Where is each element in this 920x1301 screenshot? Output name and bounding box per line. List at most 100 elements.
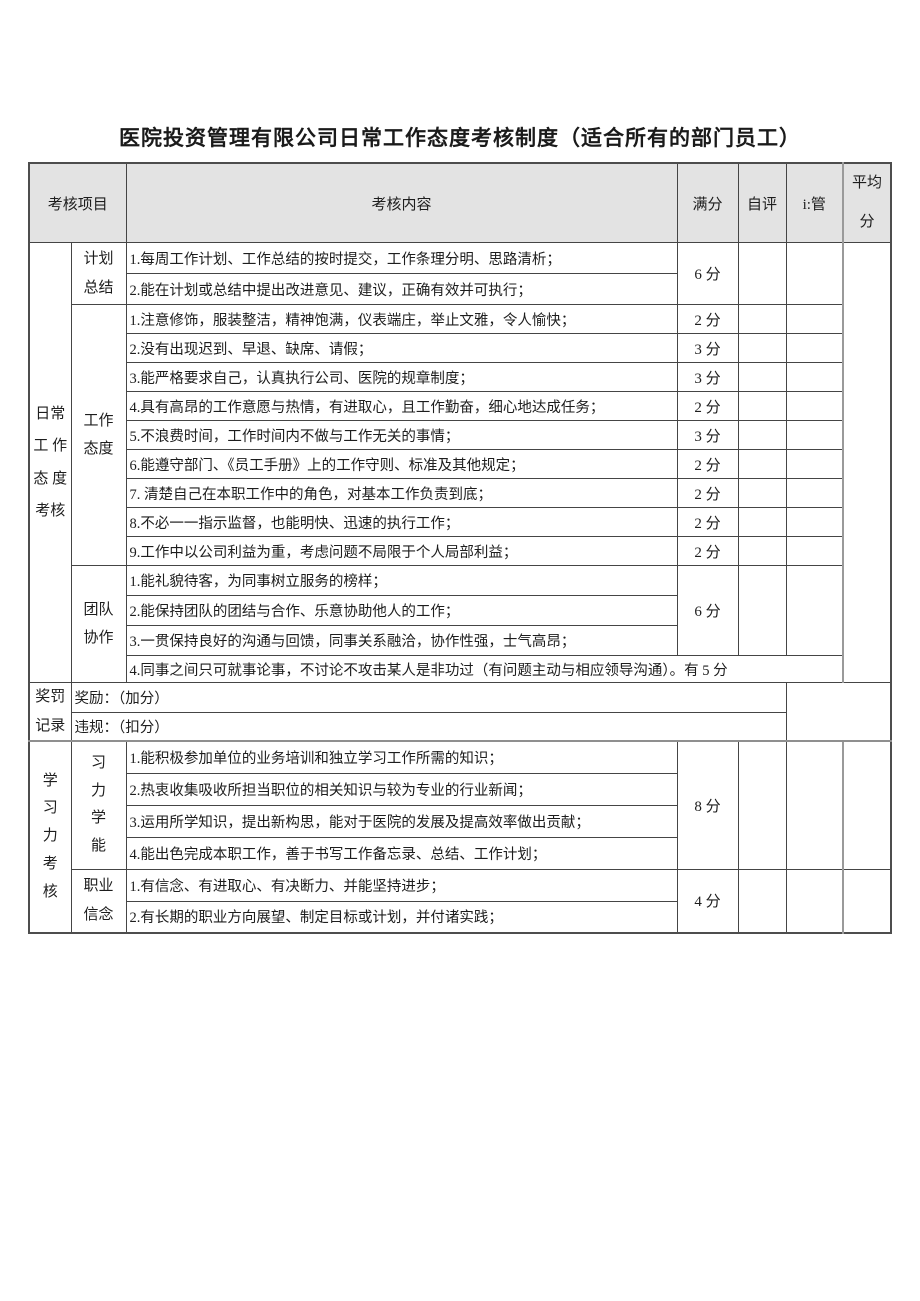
supervisor-cell [785,420,844,450]
table-row: 7. 清楚自己在本职工作中的角色，对基本工作负责到底； 2 分 [29,478,891,508]
content-cell: 1.注意修饰，服装整洁，精神饱满，仪表端庄，举止文雅，令人愉快； [125,304,678,334]
header-assess-item: 考核项目 [28,162,127,243]
table-row: 6.能遵守部门、《员工手册》上的工作守则、标准及其他规定； 2 分 [29,449,891,479]
content-cell: 2.有长期的职业方向展望、制定目标或计划，并付诸实践； [125,900,678,934]
average-score-cell [842,740,892,870]
subcategory-plan-summary: 计划 总结 [70,242,127,305]
content-cell: 3.一贯保持良好的沟通与回馈，同事关系融洽，协作性强，士气高昂； [125,625,678,656]
header-full-score: 满分 [676,162,739,243]
category-learning-assessment: 学 习 力 考 核 [28,740,72,934]
full-score-cell: 2 分 [676,449,739,479]
header-assess-content: 考核内容 [125,162,678,243]
content-cell: 4.具有高昂的工作意愿与热情，有进取心，且工作勤奋，细心地达成任务； [125,391,678,421]
supervisor-cell [785,391,844,421]
self-eval-cell [737,304,787,334]
table-row: 2.有长期的职业方向展望、制定目标或计划，并付诸实践； [29,900,891,934]
supervisor-cell [785,362,844,392]
self-eval-cell [737,333,787,363]
content-cell: 1.能礼貌待客，为同事树立服务的榜样； [125,565,678,596]
full-score-cell: 2 分 [676,391,739,421]
self-eval-cell [737,507,787,537]
table-row: 4.能出色完成本职工作，善于书写工作备忘录、总结、工作计划； [29,836,891,870]
table-row: 4.具有高昂的工作意愿与热情，有进取心，且工作勤奋，细心地达成任务； 2 分 [29,391,891,421]
full-score-cell: 3 分 [676,362,739,392]
assessment-table: 考核项目 考核内容 满分 自评 i:管 平均 分 日常 工 作 态 度 考核 计… [28,162,893,934]
table-row: 9.工作中以公司利益为重，考虑问题不局限于个人局部利益； 2 分 [29,536,891,566]
self-eval-cell [737,362,787,392]
self-eval-cell [737,740,787,870]
header-self-eval: 自评 [737,162,787,243]
table-row: 违规：（扣分） [29,711,891,742]
content-cell: 1.能积极参加单位的业务培训和独立学习工作所需的知识； [125,740,678,774]
table-row: 工作 态度 1.注意修饰，服装整洁，精神饱满，仪表端庄，举止文雅，令人愉快； 2… [29,304,891,566]
subcategory-work-attitude: 工作 态度 [70,304,127,566]
self-eval-cell [737,565,787,656]
table-row: 奖罚 记录 奖励：（加分） [28,682,891,742]
self-eval-cell [737,868,787,934]
full-score-cell: 2 分 [676,478,739,508]
table-row: 8.不必一一指示监督，也能明快、迅速的执行工作； 2 分 [29,507,891,537]
full-score-cell: 2 分 [676,507,739,537]
self-eval-cell [737,391,787,421]
full-score-cell: 3 分 [676,333,739,363]
subcategory-teamwork: 团队 协作 [70,565,127,683]
full-score-cell: 6 分 [676,565,739,656]
content-cell: 6.能遵守部门、《员工手册》上的工作守则、标准及其他规定； [125,449,678,479]
content-cell: 1.每周工作计划、工作总结的按时提交，工作条理分明、思路清析； [125,242,678,274]
content-cell: 违规：（扣分） [70,711,787,742]
self-eval-cell [737,420,787,450]
supervisor-cell [785,304,844,334]
content-cell: 奖励：（加分） [70,682,787,713]
supervisor-cell [785,868,844,934]
table-row: 2.没有出现迟到、早退、缺席、请假； 3 分 [29,333,891,363]
self-eval-cell [737,536,787,566]
full-score-cell: 2 分 [676,304,739,334]
content-cell: 2.能保持团队的团结与合作、乐意协助他人的工作； [125,595,678,626]
subcategory-career-belief: 职业 信念 [70,868,127,934]
full-score-cell: 3 分 [676,420,739,450]
table-row: 3.能严格要求自己，认真执行公司、医院的规章制度； 3 分 [29,362,891,392]
self-eval-cell [737,478,787,508]
full-score-cell: 4 分 [676,868,739,934]
content-cell: 2.没有出现迟到、早退、缺席、请假； [125,333,678,363]
table-row: 日常 工 作 态 度 考核 计划 总结 1.每周工作计划、工作总结的按时提交，工… [28,242,892,683]
supervisor-cell [785,507,844,537]
table-row: 4.同事之间只可就事论事，不讨论不攻击某人是非功过（有问题主动与相应领导沟通）。… [29,655,891,683]
content-cell: 7. 清楚自己在本职工作中的角色，对基本工作负责到底； [125,478,678,508]
average-score-cell [842,242,892,683]
supervisor-cell [785,565,844,656]
supervisor-cell [785,536,844,566]
subcategory-learning-skill: 习 力 学 能 [70,740,127,870]
content-cell: 4.同事之间只可就事论事，不讨论不攻击某人是非功过（有问题主动与相应领导沟通）。… [125,655,844,683]
header-average-score: 平均 分 [842,162,892,243]
full-score-cell: 2 分 [676,536,739,566]
content-cell: 3.能严格要求自己，认真执行公司、医院的规章制度； [125,362,678,392]
full-score-cell: 8 分 [676,740,739,870]
table-row: 学 习 力 考 核 习 力 学 能 1.能积极参加单位的业务培训和独立学习工作所… [28,740,892,934]
table-row: 职业 信念 1.有信念、有进取心、有决断力、并能坚持进步； 4 分 [29,868,892,934]
content-cell: 1.有信念、有进取心、有决断力、并能坚持进步； [125,868,678,902]
self-eval-cell [737,449,787,479]
table-row: 2.能保持团队的团结与合作、乐意协助他人的工作； [29,595,891,626]
page-title: 医院投资管理有限公司日常工作态度考核制度（适合所有的部门员工） [119,126,801,150]
content-cell: 5.不浪费时间，工作时间内不做与工作无关的事情； [125,420,678,450]
supervisor-cell [785,333,844,363]
self-eval-cell [737,242,787,305]
content-cell: 2.能在计划或总结中提出改进意见、建议，正确有效并可执行； [125,273,678,305]
table-row: 5.不浪费时间，工作时间内不做与工作无关的事情； 3 分 [29,420,891,450]
content-cell: 9.工作中以公司利益为重，考虑问题不局限于个人局部利益； [125,536,678,566]
subcategory-reward-record: 奖罚 记录 [28,682,72,742]
table-header-row: 考核项目 考核内容 满分 自评 i:管 平均 分 [28,162,892,243]
supervisor-cell [785,449,844,479]
content-cell: 8.不必一一指示监督，也能明快、迅速的执行工作； [125,507,678,537]
header-supervisor: i:管 [785,162,844,243]
average-score-cell [842,868,892,934]
table-row: 3.运用所学知识，提出新构思，能对于医院的发展及提高效率做出贡献； [29,804,891,838]
full-score-cell: 6 分 [676,242,739,305]
content-cell: 4.能出色完成本职工作，善于书写工作备忘录、总结、工作计划； [125,836,678,870]
content-cell: 3.运用所学知识，提出新构思，能对于医院的发展及提高效率做出贡献； [125,804,678,838]
supervisor-cell [785,242,844,305]
supervisor-cell [785,740,844,870]
category-daily-work-attitude: 日常 工 作 态 度 考核 [28,242,72,683]
